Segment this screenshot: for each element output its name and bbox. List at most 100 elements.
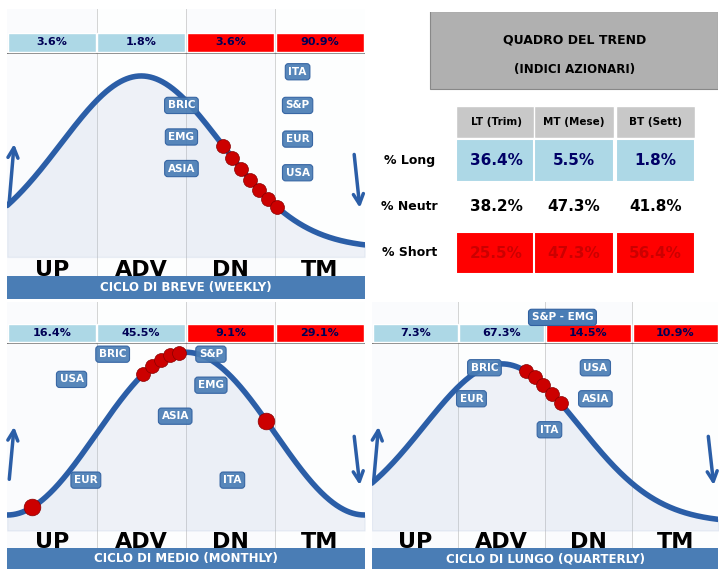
Bar [186, 302, 275, 569]
Text: 29.1%: 29.1% [300, 328, 339, 338]
Text: DN: DN [212, 259, 249, 279]
Text: S&P: S&P [285, 101, 310, 110]
Bar [7, 302, 97, 569]
Text: ITA: ITA [223, 475, 242, 485]
Text: 38.2%: 38.2% [470, 198, 523, 213]
Text: UP: UP [35, 259, 69, 279]
Bar [97, 324, 185, 342]
Text: USA: USA [286, 168, 310, 178]
Text: BRIC: BRIC [99, 349, 126, 359]
Bar [616, 139, 695, 182]
Text: UP: UP [35, 532, 69, 552]
Text: 1.8%: 1.8% [635, 153, 677, 168]
Text: UP: UP [398, 532, 432, 552]
Text: % Long: % Long [384, 154, 435, 167]
Text: ADV: ADV [115, 532, 168, 552]
Text: TM: TM [301, 259, 339, 279]
Bar [430, 12, 718, 89]
Text: EUR: EUR [460, 394, 483, 404]
Text: CICLO DI MEDIO (MONTHLY): CICLO DI MEDIO (MONTHLY) [94, 552, 278, 565]
Bar [8, 33, 96, 52]
Bar [275, 9, 365, 299]
Text: EMG: EMG [168, 132, 194, 142]
Text: EUR: EUR [286, 134, 310, 144]
Bar [456, 139, 536, 182]
Bar [372, 302, 458, 569]
Text: CICLO DI BREVE (WEEKLY): CICLO DI BREVE (WEEKLY) [100, 281, 271, 294]
Bar [459, 324, 544, 342]
Text: USA: USA [583, 363, 607, 373]
Text: ASIA: ASIA [168, 163, 195, 174]
Text: (INDICI AZIONARI): (INDICI AZIONARI) [513, 63, 635, 76]
Text: 5.5%: 5.5% [553, 153, 595, 168]
Text: DN: DN [570, 532, 607, 552]
Bar [456, 232, 536, 274]
Text: TM: TM [301, 532, 339, 552]
Text: % Short: % Short [382, 247, 438, 259]
Text: QUADRO DEL TREND: QUADRO DEL TREND [503, 34, 645, 47]
Bar [275, 302, 365, 569]
Bar [97, 9, 186, 299]
Bar [616, 232, 695, 274]
Text: 67.3%: 67.3% [482, 328, 521, 338]
Text: DN: DN [212, 532, 249, 552]
Bar [373, 324, 458, 342]
Bar [458, 302, 545, 569]
Text: ASIA: ASIA [162, 411, 189, 421]
Text: 7.3%: 7.3% [400, 328, 430, 338]
Bar [632, 324, 718, 342]
Bar [456, 185, 536, 228]
Text: 3.6%: 3.6% [215, 37, 246, 47]
Bar [97, 302, 186, 569]
Text: BRIC: BRIC [471, 363, 498, 373]
Text: 10.9%: 10.9% [656, 328, 695, 338]
Text: 3.6%: 3.6% [36, 37, 67, 47]
Bar [8, 324, 96, 342]
Text: ADV: ADV [475, 532, 529, 552]
Bar [546, 324, 631, 342]
Text: BRIC: BRIC [168, 101, 195, 110]
Bar [276, 324, 364, 342]
Text: TM: TM [656, 532, 694, 552]
Bar [7, 548, 365, 569]
Text: 9.1%: 9.1% [215, 328, 246, 338]
Bar [616, 106, 695, 138]
Text: 25.5%: 25.5% [470, 246, 523, 260]
Bar [534, 106, 614, 138]
Text: 45.5%: 45.5% [122, 328, 160, 338]
Bar [534, 232, 614, 274]
Text: ITA: ITA [288, 67, 307, 76]
Text: S&P - EMG: S&P - EMG [531, 312, 593, 323]
Text: 36.4%: 36.4% [470, 153, 523, 168]
Text: ITA: ITA [540, 425, 559, 435]
Bar [187, 324, 274, 342]
Bar [632, 302, 718, 569]
Bar [7, 9, 97, 299]
Bar [187, 33, 274, 52]
Bar [456, 106, 536, 138]
Text: ASIA: ASIA [582, 394, 609, 404]
Text: LT (Trim): LT (Trim) [471, 117, 521, 127]
Bar [7, 276, 365, 299]
Text: 1.8%: 1.8% [126, 37, 157, 47]
Text: 41.8%: 41.8% [630, 198, 682, 213]
Bar [186, 9, 275, 299]
Text: ADV: ADV [115, 259, 168, 279]
Bar [276, 33, 364, 52]
Bar [97, 33, 185, 52]
Bar [545, 302, 632, 569]
Text: % Neutr: % Neutr [381, 200, 438, 213]
Text: EMG: EMG [198, 380, 224, 390]
Text: 90.9%: 90.9% [300, 37, 339, 47]
Bar [616, 185, 695, 228]
Text: 56.4%: 56.4% [629, 246, 682, 260]
Text: MT (Mese): MT (Mese) [544, 117, 605, 127]
Text: 47.3%: 47.3% [548, 246, 601, 260]
Bar [372, 548, 718, 569]
Text: 14.5%: 14.5% [569, 328, 608, 338]
Bar [534, 139, 614, 182]
Text: S&P: S&P [199, 349, 223, 359]
Text: BT (Sett): BT (Sett) [629, 117, 682, 127]
Text: CICLO DI LUNGO (QUARTERLY): CICLO DI LUNGO (QUARTERLY) [445, 552, 645, 565]
Text: 16.4%: 16.4% [32, 328, 71, 338]
